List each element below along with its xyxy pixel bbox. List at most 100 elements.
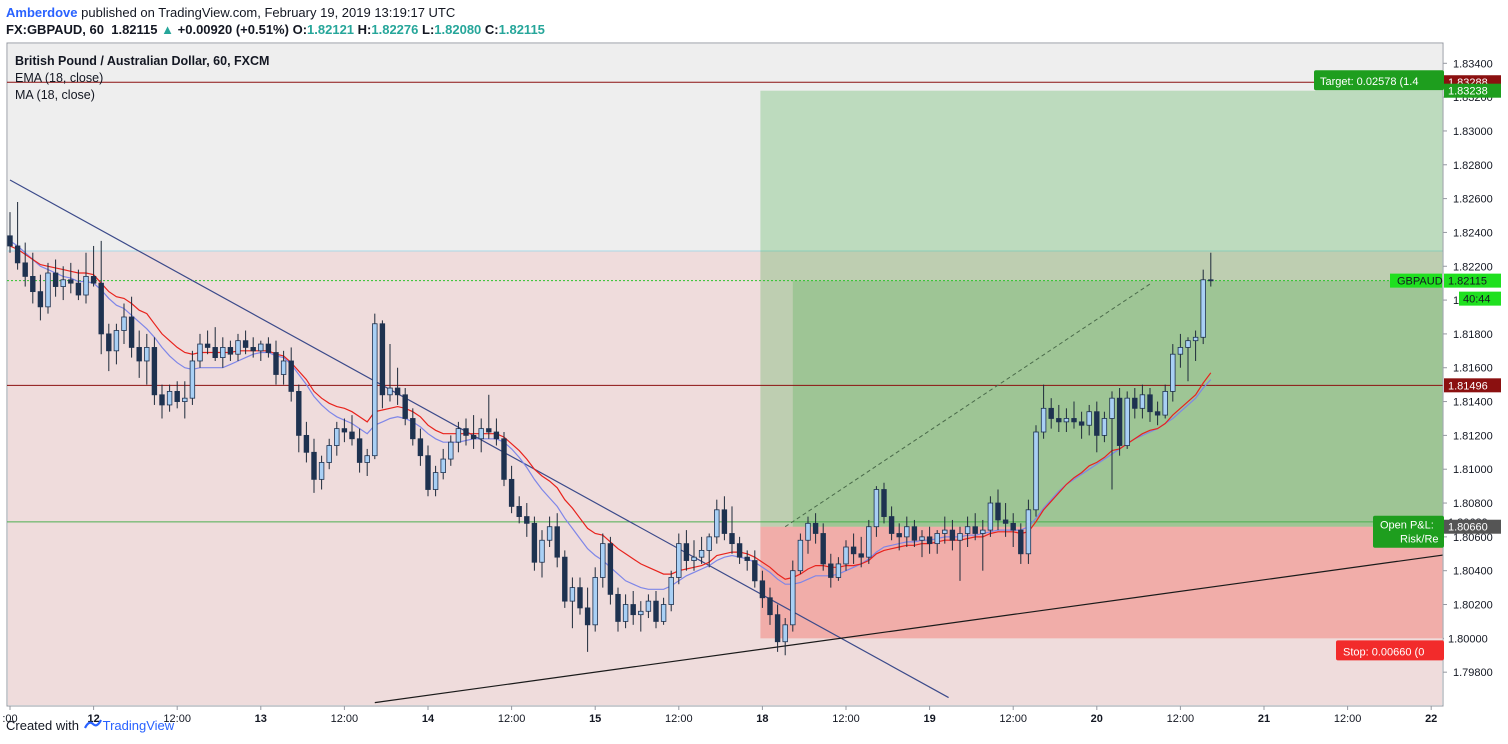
time-tick-label: 21 [1258,713,1270,725]
candle-body [850,546,857,555]
candle-body [303,434,310,453]
candle-body [668,577,674,605]
mid-price-tag: 1.81496 [1448,380,1488,392]
candle [987,496,994,537]
candle [151,337,158,405]
candle [1132,388,1138,419]
candle-body [835,563,842,578]
candle [866,519,872,564]
candle [1078,411,1085,439]
candle-body [174,391,180,402]
candle-body [706,536,712,551]
candle [341,418,348,443]
price-axis-bg [1443,43,1508,706]
candle [128,296,135,358]
candle [60,266,66,301]
candle [425,445,431,497]
time-tick-label: :00 [2,713,17,725]
last-price-tag: 1.82115 [1448,276,1487,288]
candle [592,567,598,632]
entry-price-tag-box [1444,519,1501,534]
candle-body [1063,418,1070,423]
candle [1094,401,1100,453]
candle-body [144,347,150,362]
candle-body [630,604,636,616]
candle-body [159,394,165,406]
candle-body [37,291,44,308]
symbol-label: FX:GBPAUD, 60 [6,22,104,37]
stop-price-tag-box [1444,631,1501,646]
candle [144,333,150,385]
candle-body [448,441,454,460]
candle-body [394,387,401,396]
candle [888,506,895,541]
price-tick-label: 1.80800 [1453,498,1493,510]
candle [562,550,568,608]
candle [356,428,363,473]
loss-zone [760,526,1443,639]
candle [242,330,249,355]
candle [14,201,21,270]
target-price-tag: 1.83238 [1448,86,1488,98]
candle-body [812,522,819,534]
candle [250,337,256,358]
candle [280,350,287,385]
candle [265,337,272,358]
candle [372,313,378,460]
candle [546,516,553,548]
time-tick-label: 20 [1091,713,1103,725]
candle [448,435,454,466]
tradingview-logo-icon[interactable] [83,718,103,733]
candle [752,550,758,588]
price-tick-label: 1.82800 [1453,160,1493,172]
candle [1192,330,1199,361]
symbol-tag: GBPAUD [1397,276,1443,288]
candle [645,594,652,619]
candle [896,523,902,551]
candle [858,536,864,568]
candle [516,496,522,524]
candle [805,516,811,554]
candle-body [683,543,690,561]
candle-body [546,526,553,541]
candle [1124,391,1130,449]
candle [934,530,940,554]
high-label: H: [357,22,372,37]
candle-body [820,533,826,565]
candle [1086,404,1092,436]
candle [1154,401,1161,426]
candle-body [676,543,682,578]
candle-body [698,549,705,558]
candle [660,597,667,625]
candle-body [341,428,348,433]
candle-body [524,516,530,524]
time-tick-label: 12:00 [832,713,860,725]
candle-body [7,235,13,247]
candle-body [592,577,598,626]
candle [45,262,51,314]
candle [30,252,36,304]
candle-body [68,279,74,284]
candle-body [379,323,386,396]
candle-body [1094,411,1100,436]
upper-gray-zone [8,44,1442,252]
candle [995,489,1001,531]
candle [843,540,849,571]
candle [1139,384,1146,419]
candle [1109,391,1115,490]
candle-body [934,533,940,545]
candle [919,530,925,558]
candle-body [1025,509,1032,555]
candle [1162,384,1168,419]
candle [68,262,74,294]
candle [744,550,750,571]
candle-body [926,536,933,545]
candle [432,465,439,497]
candle [318,455,325,490]
low-label: L: [422,22,435,37]
author-name[interactable]: Amberdove [6,5,78,20]
tradingview-brand[interactable]: TradingView [102,718,175,733]
candle-body [334,428,340,446]
candle-body [493,431,500,440]
